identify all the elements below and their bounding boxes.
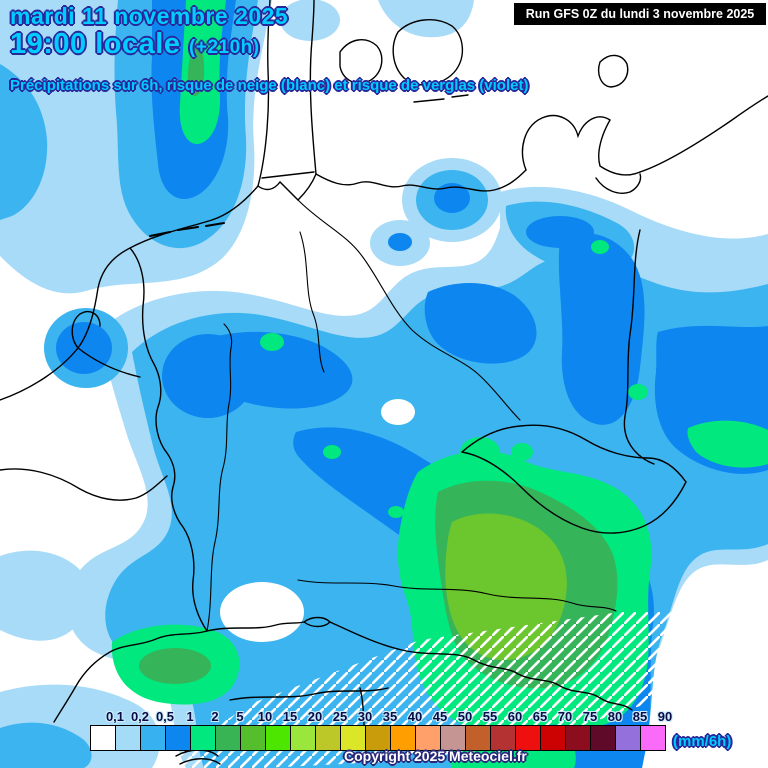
precip-layer-intense	[445, 513, 567, 661]
legend-value: 0,2	[130, 709, 150, 724]
legend-cell	[615, 725, 641, 751]
legend-cell	[640, 725, 666, 751]
legend-value: 2	[211, 709, 219, 724]
legend-cell	[315, 725, 341, 751]
forecast-time-label: 19:00 locale	[10, 28, 181, 60]
coastline-denmark	[257, 0, 271, 187]
legend-value: 0,1	[105, 709, 125, 724]
legend-value: 55	[482, 709, 498, 724]
river-elbe	[297, 199, 521, 421]
map-subtitle: Précipitations sur 6h, risque de neige (…	[10, 77, 529, 94]
border-south	[206, 621, 305, 632]
legend-cell	[240, 725, 266, 751]
legend-value: 15	[282, 709, 298, 724]
island-bornholm	[597, 54, 629, 88]
lake-constance	[302, 616, 331, 628]
legend-cell	[540, 725, 566, 751]
legend-cell	[340, 725, 366, 751]
river-weser	[299, 231, 325, 373]
legend-value: 50	[457, 709, 473, 724]
legend-cell	[140, 725, 166, 751]
legend-cell	[190, 725, 216, 751]
island-sjaelland	[392, 19, 463, 86]
legend-value: 70	[557, 709, 573, 724]
island-fyn	[339, 39, 383, 84]
legend-cell	[590, 725, 616, 751]
title-block: mardi 11 novembre 2025 19:00 locale (+21…	[10, 3, 529, 95]
legend-color-scale	[90, 725, 666, 751]
forecast-offset: (+210h)	[189, 37, 260, 58]
legend-cell	[565, 725, 591, 751]
legend-values-row: 0,1 0,2 0,5 1 2 5 10 15 20 25 30 35 40 45 50 55 60 65 70 75…	[90, 709, 690, 724]
legend-cell	[165, 725, 191, 751]
legend-value: 80	[607, 709, 623, 724]
rivers-layer	[206, 199, 617, 632]
legend-cell	[90, 725, 116, 751]
border-west	[129, 247, 208, 632]
legend-cell	[390, 725, 416, 751]
legend-value: 35	[382, 709, 398, 724]
legend-cell	[215, 725, 241, 751]
forecast-date: mardi 11 novembre 2025	[10, 3, 289, 29]
legend-value: 60	[507, 709, 523, 724]
legend-value: 25	[332, 709, 348, 724]
legend-value: 85	[632, 709, 648, 724]
border-czech	[461, 424, 687, 483]
precipitation-legend: 0,1 0,2 0,5 1 2 5 10 15 20 25 30 35 40 45 50 55 60 65 70 75…	[90, 709, 731, 755]
legend-value: 75	[582, 709, 598, 724]
legend-cell	[265, 725, 291, 751]
legend-value: 30	[357, 709, 373, 724]
coastline-baltic	[315, 169, 527, 192]
legend-value: 0,5	[155, 709, 175, 724]
legend-value: 10	[257, 709, 273, 724]
legend-cell	[490, 725, 516, 751]
legend-value: 40	[407, 709, 423, 724]
run-info-box: Run GFS 0Z du lundi 3 novembre 2025	[514, 3, 766, 25]
legend-value: 5	[236, 709, 244, 724]
legend-unit-label: (mm/6h)	[673, 733, 732, 750]
legend-value: 20	[307, 709, 323, 724]
coastline-north-sea	[0, 185, 259, 401]
legend-value: 90	[657, 709, 673, 724]
river-danube	[297, 579, 617, 612]
river-rhine	[206, 323, 233, 632]
legend-cell	[515, 725, 541, 751]
forecast-time: 19:00 locale (+210h)	[10, 29, 528, 63]
border-poland	[623, 229, 655, 465]
copyright-label: Copyright 2025 Meteociel.fr	[344, 748, 527, 764]
legend-cell	[115, 725, 141, 751]
legend-value: 1	[186, 709, 194, 724]
legend-value: 65	[532, 709, 548, 724]
legend-cell	[290, 725, 316, 751]
legend-value: 45	[432, 709, 448, 724]
